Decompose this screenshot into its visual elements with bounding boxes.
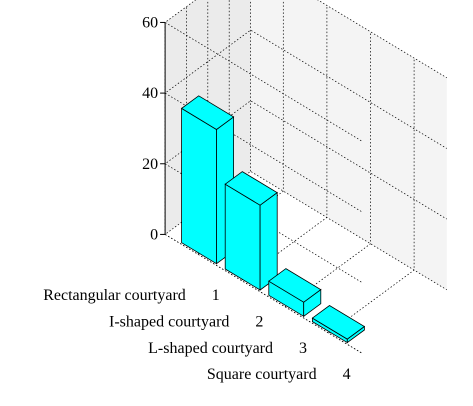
z-tick-label-3: 60 (142, 14, 158, 31)
category-label-2: I-shaped courtyard (109, 313, 229, 330)
category-index-4: 4 (343, 366, 351, 383)
z-tick-label-1: 20 (142, 156, 158, 173)
category-label-1: Rectangular courtyard (43, 287, 186, 304)
bar-4 (311, 305, 366, 344)
bar-1-front-face (181, 107, 217, 265)
category-label-3: L-shaped courtyard (148, 340, 273, 357)
category-label-4: Square courtyard (207, 366, 317, 383)
bars (180, 95, 366, 344)
z-tick-label-0: 0 (150, 226, 158, 243)
bar-2 (224, 171, 278, 291)
bar-3-top-face (268, 268, 322, 303)
bar-2-top-face (224, 171, 278, 206)
category-index-3: 3 (299, 340, 307, 357)
category-index-1: 1 (212, 287, 220, 304)
left-wall (250, 0, 447, 290)
bar-2-side-face (259, 191, 278, 291)
grid-line-u-3 (328, 58, 415, 334)
bar-3 (268, 268, 322, 318)
y-axis: 0 20 40 60 (142, 14, 362, 354)
bar-1-top-face (180, 95, 235, 130)
category-labels: 1 Rectangular courtyard 2 I-shaped courtyar… (43, 287, 350, 383)
z-tick-label-2: 40 (142, 85, 158, 102)
bar-4-top-face (311, 305, 366, 340)
category-index-2: 2 (255, 313, 263, 330)
